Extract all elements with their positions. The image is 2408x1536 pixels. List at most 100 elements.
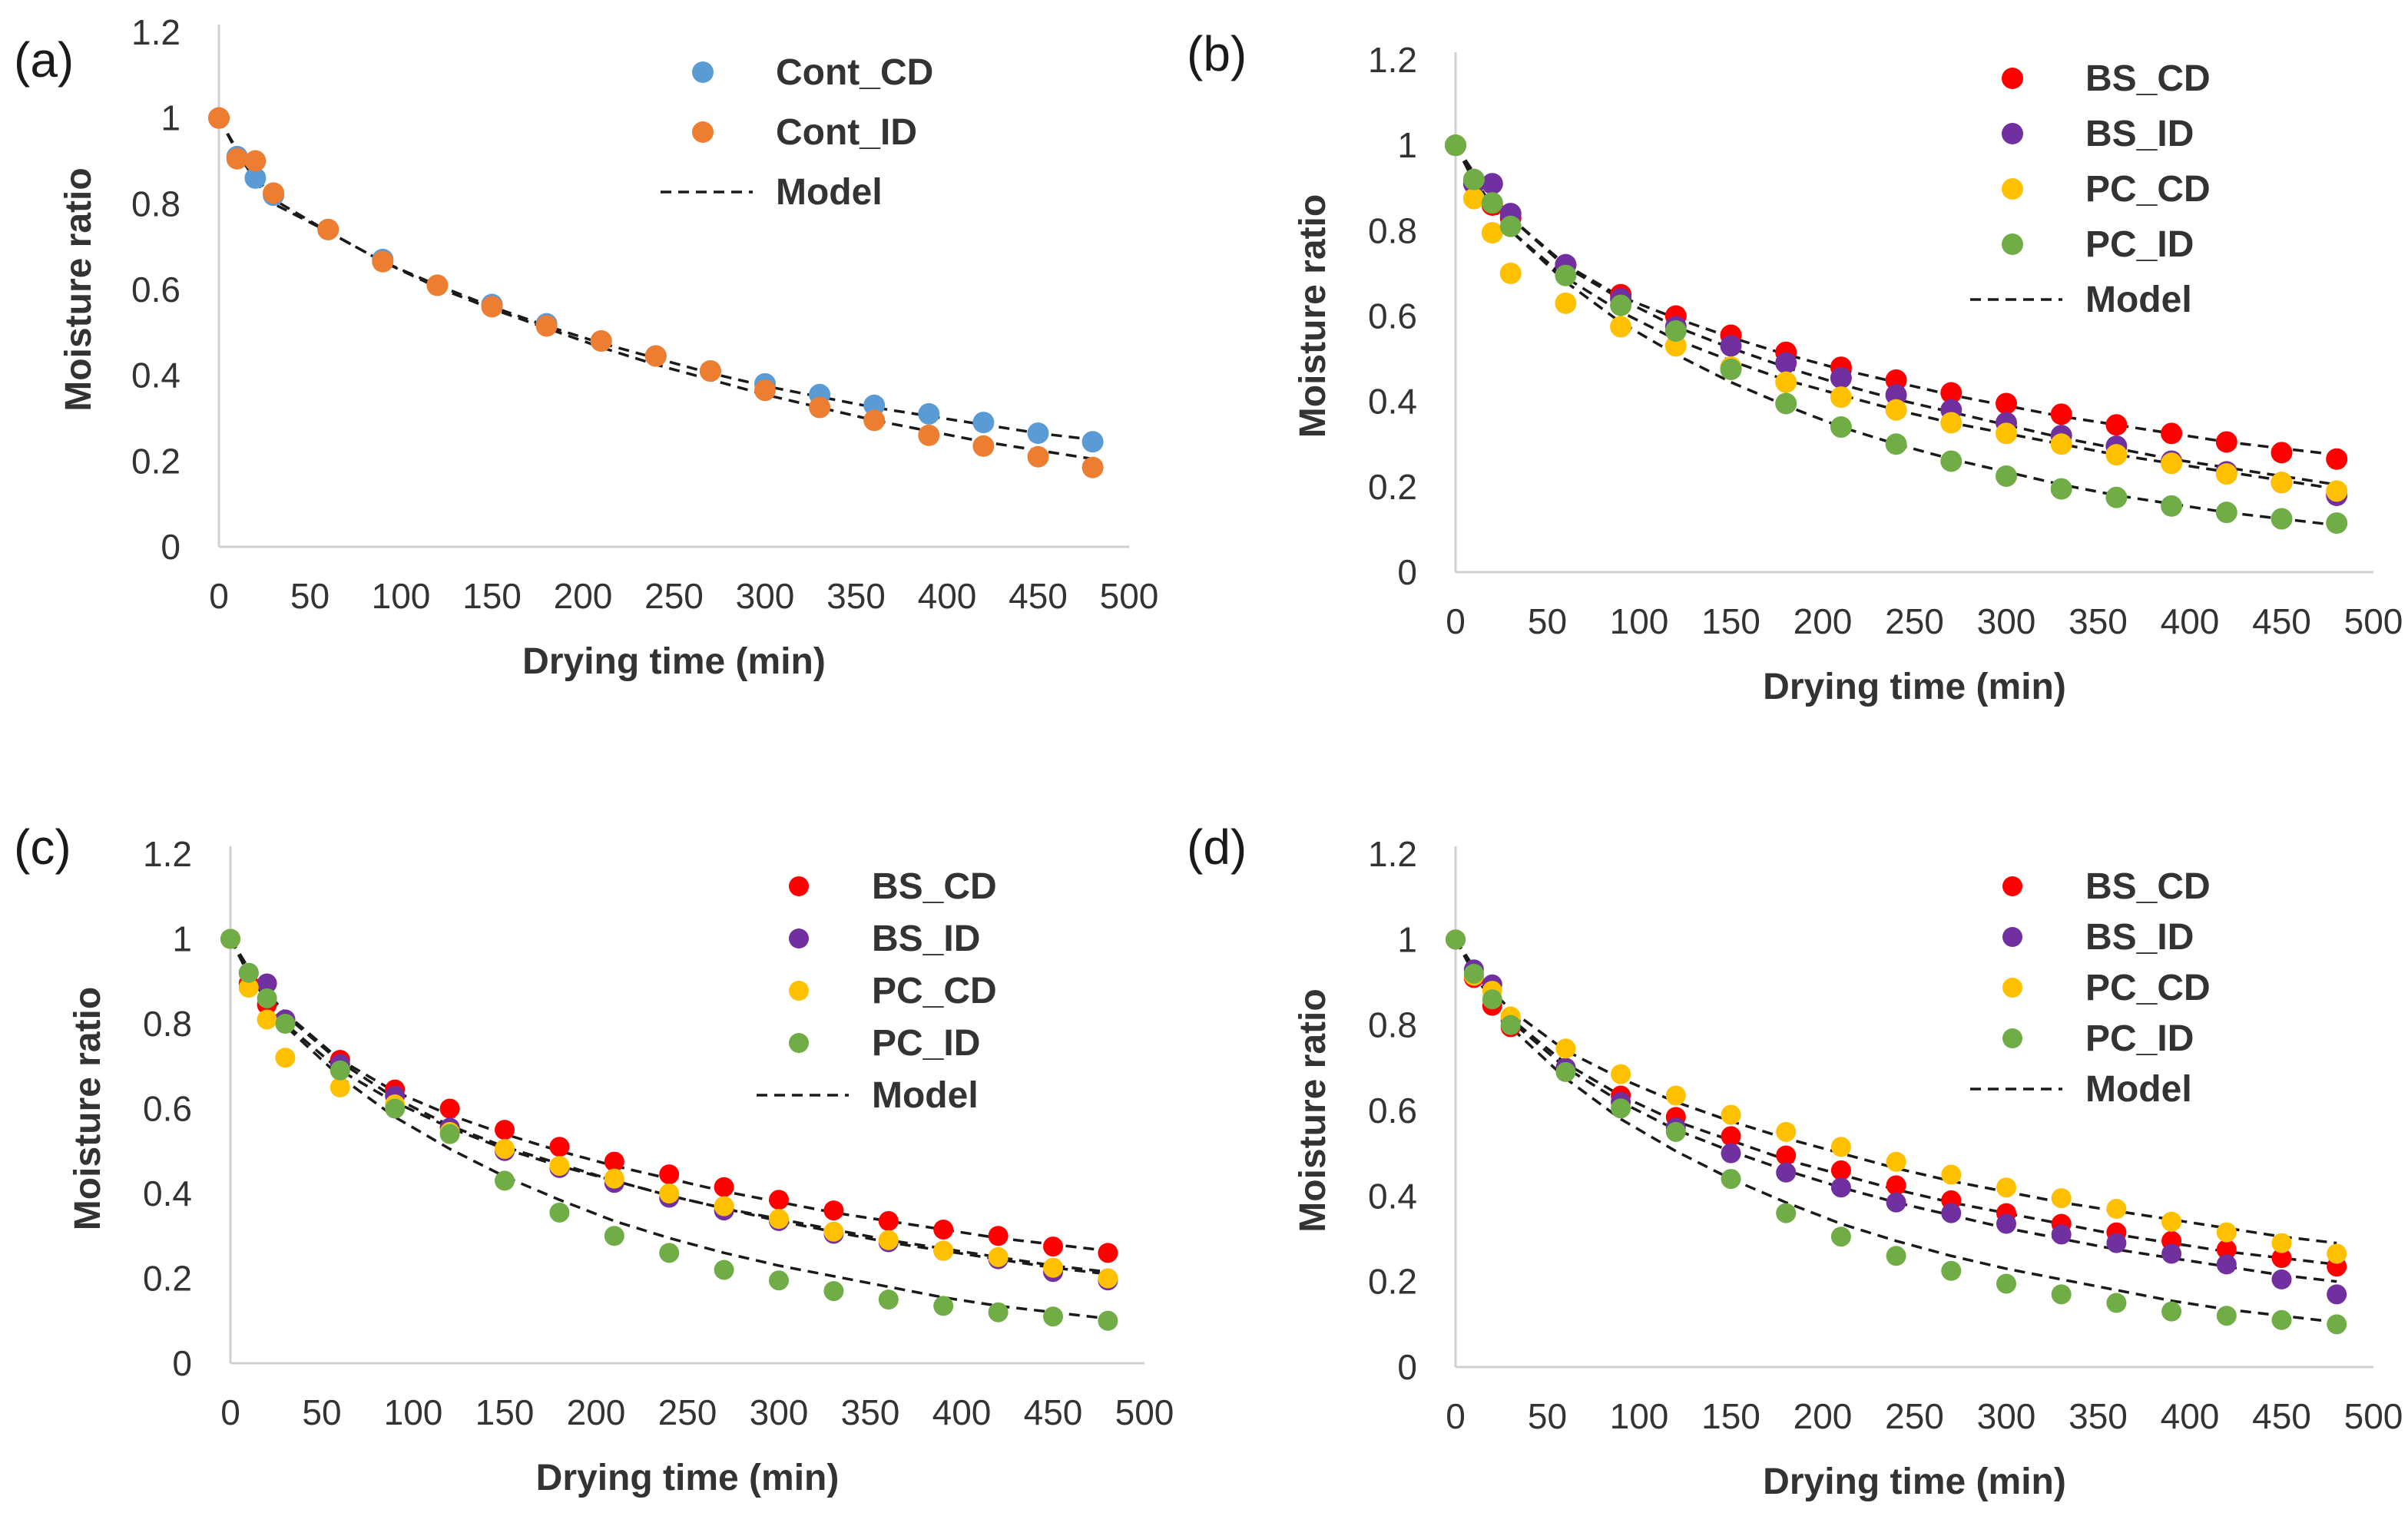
x-tick-label: 200	[567, 1392, 626, 1432]
data-point-BS_CD	[549, 1137, 570, 1157]
x-tick-label: 200	[1794, 601, 1853, 641]
x-tick-label: 400	[932, 1392, 992, 1432]
data-point-PC_CD	[823, 1221, 844, 1242]
y-tick-label: 1	[1397, 125, 1417, 165]
y-tick-label: 0	[172, 1343, 192, 1383]
x-tick-label: 150	[1701, 1396, 1760, 1436]
legend-marker-PC_ID	[2002, 1028, 2022, 1048]
data-point-PC_ID	[275, 1014, 296, 1034]
y-tick-label: 0.4	[143, 1174, 192, 1213]
data-point-BS_ID	[1996, 1213, 2016, 1234]
data-point-Cont_ID	[863, 409, 886, 432]
data-point-PC_CD	[1499, 262, 1522, 284]
x-tick-label: 450	[2252, 601, 2311, 641]
data-point-PC_ID	[1611, 1098, 1631, 1119]
data-point-BS_ID	[1885, 384, 1907, 406]
x-tick-label: 300	[750, 1392, 809, 1432]
data-point-PC_CD	[1886, 1151, 1906, 1172]
data-point-PC_ID	[1482, 989, 1502, 1010]
y-tick-label: 1.2	[1368, 40, 1417, 80]
data-point-PC_ID	[1664, 319, 1687, 342]
data-point-BS_CD	[714, 1177, 734, 1197]
data-point-BS_ID	[1720, 335, 1742, 357]
data-point-PC_ID	[1463, 963, 1484, 984]
x-tick-label: 100	[384, 1392, 443, 1432]
legend: BS_CD BS_ID PC_CD PC_ID Model	[1970, 866, 2211, 1110]
data-point-Cont_ID	[263, 182, 285, 204]
data-point-PC_CD	[604, 1168, 624, 1189]
legend-entry: BS_CD	[872, 866, 997, 907]
data-point-Cont_CD	[972, 412, 995, 434]
x-tick-label: 500	[2344, 1396, 2403, 1436]
data-point-Cont_ID	[372, 250, 394, 273]
data-point-PC_CD	[238, 978, 259, 998]
x-tick-label: 300	[1977, 1396, 2036, 1436]
x-tick-label: 100	[1610, 601, 1669, 641]
x-tick-label: 250	[658, 1392, 717, 1432]
y-tick-label: 1	[161, 98, 181, 138]
data-point-PC_ID	[988, 1302, 1009, 1322]
legend-entry: PC_CD	[2085, 968, 2211, 1008]
data-point-PC_ID	[257, 988, 277, 1008]
legend-entry: Model	[776, 172, 883, 213]
x-axis-title: Drying time (min)	[522, 641, 826, 682]
data-point-PC_ID	[878, 1289, 899, 1310]
data-point-BS_ID	[1775, 352, 1797, 374]
data-point-PC_ID	[823, 1281, 844, 1302]
data-point-PC_ID	[1721, 1169, 1741, 1190]
model-curve-Cont_ID	[217, 117, 1093, 461]
data-point-BS_CD	[2050, 403, 2072, 425]
legend-marker-PC_ID	[2002, 233, 2023, 255]
data-point-PC_CD	[2326, 480, 2348, 502]
legend-entry: Model	[2085, 1069, 2192, 1110]
data-point-PC_ID	[1098, 1310, 1118, 1331]
x-tick-label: 250	[1885, 601, 1944, 641]
data-point-PC_ID	[1830, 1226, 1851, 1247]
panel-label: (a)	[14, 32, 74, 88]
x-tick-label: 350	[2068, 601, 2128, 641]
data-point-PC_ID	[1499, 215, 1522, 237]
data-point-PC_ID	[1500, 1015, 1521, 1035]
x-tick-label: 150	[1701, 601, 1760, 641]
data-point-PC_CD	[2271, 472, 2293, 494]
data-point-BS_CD	[933, 1219, 954, 1240]
legend-entry: BS_ID	[2085, 114, 2194, 154]
data-point-Cont_CD	[918, 402, 940, 425]
data-point-PC_ID	[2050, 478, 2072, 500]
data-point-BS_CD	[1098, 1243, 1118, 1263]
data-point-PC_CD	[714, 1196, 734, 1217]
legend-entry: BS_CD	[2085, 58, 2211, 99]
data-point-PC_ID	[1720, 358, 1742, 380]
y-tick-label: 0.6	[131, 270, 181, 310]
data-point-Cont_ID	[535, 315, 558, 337]
y-tick-label: 0.8	[1368, 1005, 1417, 1045]
x-tick-label: 150	[462, 576, 522, 616]
x-tick-label: 0	[209, 576, 229, 616]
data-point-PC_CD	[2050, 433, 2072, 455]
data-point-PC_ID	[659, 1243, 680, 1263]
y-tick-label: 0.2	[131, 441, 181, 481]
data-point-PC_ID	[2271, 1309, 2292, 1330]
data-point-BS_CD	[1043, 1236, 1063, 1257]
data-point-PC_CD	[2327, 1243, 2347, 1264]
data-point-PC_CD	[2161, 1211, 2182, 1232]
data-point-BS_CD	[1886, 1175, 1906, 1196]
x-tick-label: 0	[1446, 601, 1466, 641]
data-point-BS_CD	[1721, 1126, 1741, 1147]
data-point-PC_CD	[1555, 292, 1577, 314]
data-point-PC_CD	[2216, 1222, 2237, 1243]
data-point-BS_CD	[769, 1190, 789, 1210]
x-tick-label: 200	[554, 576, 613, 616]
data-point-BS_CD	[2271, 442, 2293, 464]
data-point-PC_ID	[2105, 486, 2128, 508]
data-point-PC_CD	[1611, 1064, 1631, 1084]
data-point-PC_ID	[714, 1260, 734, 1280]
data-point-BS_ID	[2161, 1243, 2182, 1264]
data-point-PC_ID	[2271, 508, 2293, 530]
y-tick-label: 0.2	[1368, 467, 1417, 507]
x-tick-label: 200	[1794, 1396, 1853, 1436]
data-point-BS_ID	[1830, 1177, 1851, 1198]
data-point-BS_ID	[1886, 1192, 1906, 1213]
legend-entry: PC_ID	[2085, 224, 2194, 265]
data-point-PC_ID	[220, 929, 240, 949]
